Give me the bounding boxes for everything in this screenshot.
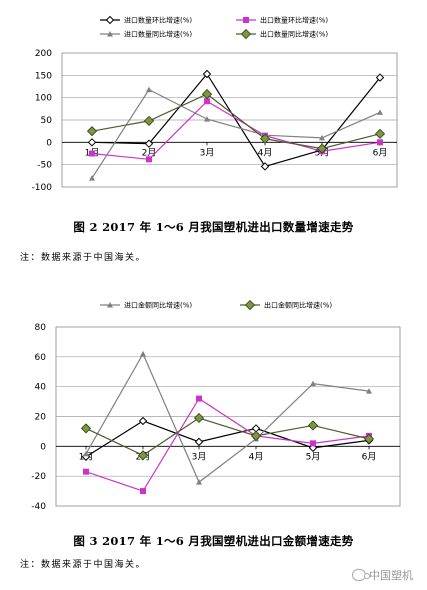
data-point bbox=[204, 116, 210, 122]
y-tick-label: -40 bbox=[31, 502, 46, 512]
legend-label: 出口数量环比增速(%) bbox=[260, 16, 328, 25]
data-point bbox=[146, 156, 152, 163]
series-line bbox=[91, 72, 381, 168]
data-point bbox=[80, 423, 92, 434]
figure-2-caption: 图 2 2017 年 1～6 月我国塑机进出口数量增速走势 bbox=[73, 220, 354, 234]
source-note-1: 注：数据来源于中国海关。 bbox=[20, 253, 147, 263]
chart-fig3: -40-200204060801月2月3月4月5月6月进口金额环比增速(%)出口… bbox=[31, 300, 401, 512]
data-point bbox=[310, 440, 316, 447]
data-point bbox=[316, 143, 328, 154]
data-point bbox=[310, 380, 316, 387]
legend: 进口金额环比增速(%)出口金额环比增速(%)进口金额同比增速(%)出口金额同比增… bbox=[100, 300, 332, 311]
data-point bbox=[193, 412, 205, 424]
data-point bbox=[260, 162, 270, 171]
data-point bbox=[196, 479, 202, 485]
data-point bbox=[374, 128, 386, 139]
x-tick-label: 4月 bbox=[249, 451, 264, 462]
chart-fig2: -100-500501001502001月2月3月4月5月6月进口数量环比增速(… bbox=[32, 15, 398, 193]
data-point bbox=[83, 450, 89, 457]
y-tick-label: -20 bbox=[31, 472, 46, 482]
x-tick-label: 6月 bbox=[373, 147, 388, 158]
series-line bbox=[85, 397, 370, 492]
series-line bbox=[85, 417, 370, 456]
y-tick-label: 100 bbox=[35, 94, 52, 104]
figure-3-caption: 图 3 2017 年 1～6 月我国塑机进出口金额增速走势 bbox=[73, 534, 354, 548]
data-point bbox=[201, 89, 213, 100]
data-point bbox=[137, 450, 149, 461]
y-tick-label: 40 bbox=[35, 383, 47, 393]
x-tick-label: 3月 bbox=[192, 451, 207, 462]
y-tick-label: 80 bbox=[35, 323, 47, 333]
data-point bbox=[366, 388, 372, 394]
legend-marker bbox=[105, 15, 115, 25]
y-tick-label: 150 bbox=[35, 71, 52, 81]
legend-marker bbox=[107, 302, 113, 308]
legend-label: 进口数量同比增速(%) bbox=[124, 30, 192, 39]
y-tick-label: 0 bbox=[46, 138, 52, 148]
legend-label: 进口数量环比增速(%) bbox=[124, 16, 192, 25]
data-point bbox=[377, 139, 383, 146]
y-tick-label: 60 bbox=[35, 353, 47, 363]
y-tick-label: -100 bbox=[32, 183, 53, 193]
data-point bbox=[363, 433, 375, 444]
data-point bbox=[140, 350, 146, 357]
legend-marker bbox=[240, 28, 252, 40]
x-tick-label: 6月 bbox=[362, 451, 377, 462]
series-line bbox=[85, 352, 370, 484]
x-tick-label: 4月 bbox=[258, 147, 273, 158]
legend-marker bbox=[107, 31, 113, 37]
data-point bbox=[250, 430, 262, 441]
series-line bbox=[91, 100, 381, 160]
y-tick-label: 0 bbox=[40, 442, 46, 452]
y-tick-label: 200 bbox=[35, 49, 52, 59]
data-point bbox=[194, 437, 204, 447]
data-point bbox=[196, 395, 202, 402]
data-point bbox=[204, 98, 210, 105]
data-point bbox=[202, 69, 212, 79]
data-point bbox=[307, 420, 319, 431]
x-tick-label: 3月 bbox=[200, 147, 215, 158]
source-note-2: 注：数据来源于中国海关。 bbox=[20, 560, 147, 570]
data-point bbox=[259, 133, 271, 144]
series-line bbox=[85, 420, 370, 458]
y-tick-label: 50 bbox=[41, 116, 53, 126]
data-point bbox=[377, 109, 383, 115]
data-point bbox=[87, 138, 97, 147]
y-tick-label: -50 bbox=[37, 161, 52, 171]
x-tick-label: 2月 bbox=[142, 147, 157, 158]
legend-label: 出口金额同比增速(%) bbox=[264, 301, 332, 310]
data-point bbox=[143, 115, 155, 126]
legend-label: 出口数量同比增速(%) bbox=[260, 30, 328, 39]
y-tick-label: 20 bbox=[35, 413, 47, 423]
legend-marker bbox=[243, 17, 249, 23]
data-point bbox=[83, 468, 89, 475]
watermark: 中国塑机 bbox=[352, 567, 413, 583]
data-point bbox=[319, 134, 325, 141]
data-point bbox=[375, 73, 385, 82]
x-tick-label: 5月 bbox=[306, 451, 321, 462]
data-point bbox=[144, 139, 154, 148]
data-point bbox=[89, 150, 95, 157]
data-point bbox=[86, 126, 98, 137]
series-line bbox=[91, 93, 381, 150]
series-line bbox=[91, 88, 381, 179]
data-point bbox=[89, 175, 95, 181]
legend: 进口数量环比增速(%) 出口数量环比增速(%) 进口数量同比增速(%) 出口数量同比增… bbox=[100, 15, 328, 40]
watermark-text: 中国塑机 bbox=[369, 569, 413, 582]
data-point bbox=[146, 86, 152, 93]
wechat-icon bbox=[352, 569, 370, 581]
legend-marker bbox=[244, 300, 256, 311]
data-point bbox=[138, 416, 148, 426]
legend-label: 进口金额同比增速(%) bbox=[124, 301, 192, 310]
data-point bbox=[140, 488, 146, 495]
